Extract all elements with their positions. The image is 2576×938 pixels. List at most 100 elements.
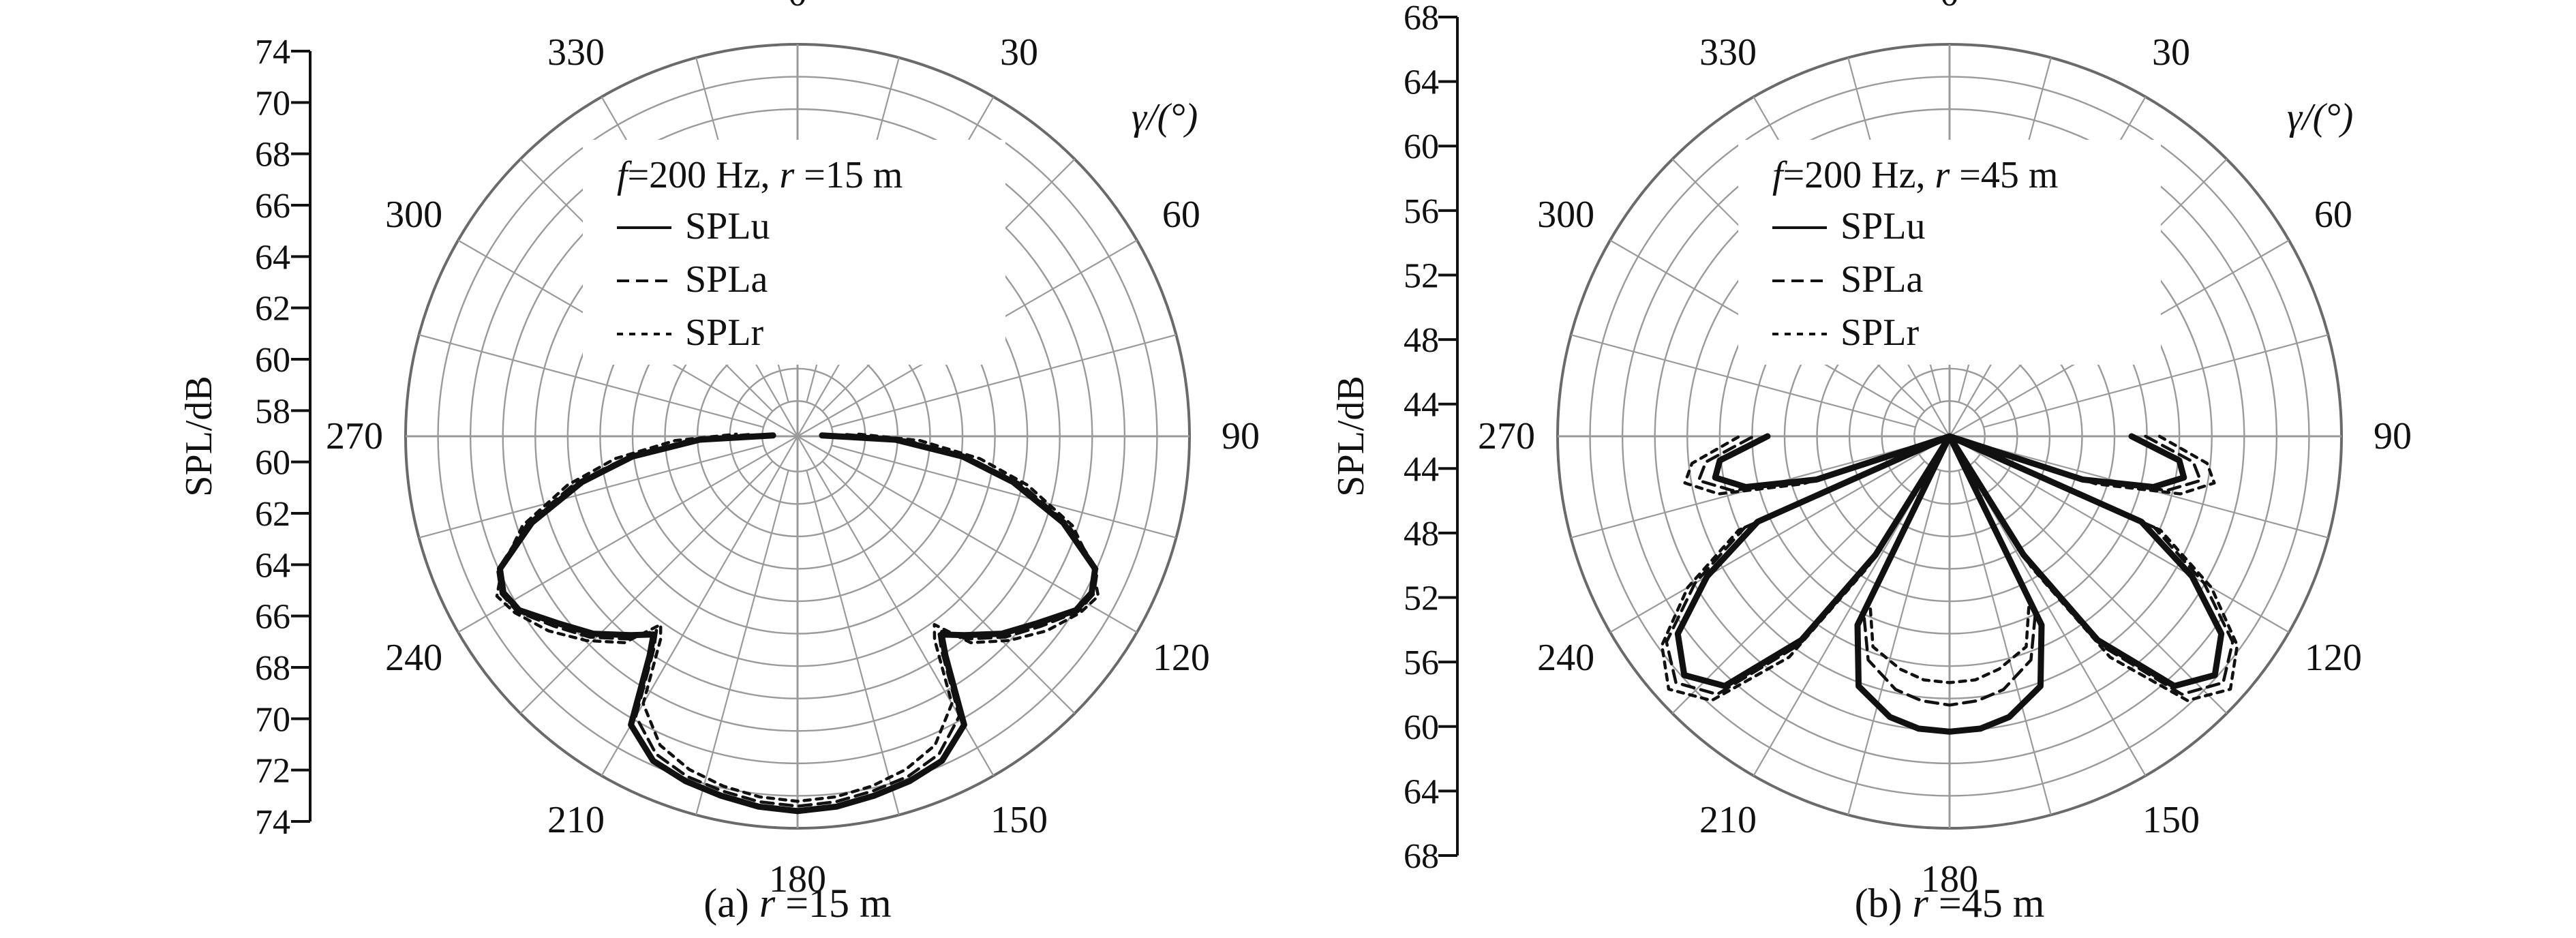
radial-tick-label: 60 (1404, 708, 1439, 747)
radial-tick-label: 68 (255, 649, 290, 688)
legend-label-splr: SPLr (685, 312, 763, 354)
angle-tick-label: 30 (2152, 31, 2190, 74)
angle-tick-label: 330 (547, 31, 605, 74)
radial-tick-label: 62 (255, 495, 290, 534)
grid-spoke (831, 444, 1177, 539)
angle-tick-label: 90 (2374, 415, 2412, 457)
radial-tick-label: 60 (1404, 127, 1439, 166)
legend-r-var: r (779, 154, 794, 196)
grid-spoke (1949, 436, 2290, 633)
angle-tick-label: 120 (2305, 637, 2362, 679)
radial-tick-label: 48 (1404, 515, 1439, 554)
radial-tick-label: 64 (1404, 772, 1439, 811)
radial-tick-label: 52 (1404, 579, 1439, 618)
caption-prefix: (a) (703, 881, 759, 926)
angle-tick-label: 60 (1162, 194, 1200, 236)
legend: f=200 Hz, r =45 m SPLu SPLa SPLr (1738, 140, 2161, 365)
panel-caption: (a) r =15 m (703, 881, 891, 926)
grid-spoke (1571, 334, 1916, 428)
radial-tick-label: 68 (255, 136, 290, 175)
radial-tick-label: 66 (255, 598, 290, 637)
radial-axis: 68 64 60 56 52 48 44 44 48 52 56 60 64 68 (1404, 0, 1459, 876)
radial-tick-label: 74 (255, 803, 290, 842)
y-axis-title: SPL/dB (178, 376, 220, 496)
angle-tick-label: 240 (385, 637, 442, 679)
radial-tick-label: 66 (255, 187, 290, 226)
series-splr-curve (495, 432, 1100, 803)
angle-tick-label: 330 (1699, 31, 1757, 74)
angle-tick-label: 0 (1940, 0, 1959, 14)
caption-var: r (1913, 881, 1929, 926)
radial-tick-label: 56 (1404, 644, 1439, 682)
legend-title: f=200 Hz, r =15 m (617, 154, 903, 196)
series-group (495, 432, 1100, 815)
grid-spoke (797, 436, 1138, 633)
grid-spoke (695, 470, 789, 815)
angle-tick-label: 30 (1000, 31, 1038, 74)
grid-spoke (1983, 334, 2329, 428)
radial-tick-label: 64 (255, 238, 290, 277)
radial-tick-label: 56 (1404, 192, 1439, 231)
angle-tick-label: 210 (547, 799, 605, 841)
legend: f=200 Hz, r =15 m SPLu SPLa SPLr (583, 140, 1005, 365)
radial-tick-label: 52 (1404, 256, 1439, 295)
angle-tick-label: 210 (1699, 799, 1757, 841)
legend-background (583, 140, 1005, 365)
legend-title: f=200 Hz, r =45 m (1772, 154, 2058, 196)
angle-tick-label: 150 (2142, 799, 2200, 841)
angle-tick-label: 180 (769, 858, 826, 901)
series-splr-curve (1660, 434, 2239, 702)
series-splu-curve (496, 432, 1099, 815)
radial-tick-label: 68 (1404, 837, 1439, 876)
radial-tick-label: 70 (255, 700, 290, 739)
grid-spoke (419, 334, 764, 428)
radial-tick-label: 60 (255, 444, 290, 483)
angle-tick-label: 270 (1478, 415, 1535, 457)
angle-tick-label: 0 (788, 0, 807, 14)
radial-tick-label: 48 (1404, 321, 1439, 360)
angle-tick-label: 90 (1222, 415, 1260, 457)
radial-tick-label: 72 (255, 752, 290, 791)
series-splu-curve (1674, 433, 2225, 735)
grid-spoke (1671, 460, 1926, 714)
radial-tick-label: 58 (255, 392, 290, 431)
legend-f-text: =200 Hz, (628, 154, 780, 196)
angle-tick-label: 240 (1537, 637, 1594, 679)
radial-tick-label: 44 (1404, 386, 1439, 425)
series-group (1660, 433, 2239, 735)
legend-label-splr: SPLr (1840, 312, 1919, 354)
grid-spoke (806, 470, 900, 815)
radial-tick-label: 60 (255, 341, 290, 380)
grid-spoke (821, 460, 1076, 714)
caption-rest: =45 m (1928, 881, 2045, 926)
radial-tick-label: 62 (255, 290, 290, 329)
angle-tick-label: 120 (1153, 637, 1210, 679)
grid-spoke (457, 436, 798, 633)
legend-r-text: =15 m (794, 154, 903, 196)
series-spla-curve (1665, 434, 2234, 707)
angle-tick-label: 300 (1537, 194, 1594, 236)
angle-axis-label: γ/(°) (1132, 96, 1198, 138)
legend-label-splu: SPLu (685, 205, 770, 247)
grid-spoke (419, 444, 764, 539)
angle-tick-label: 180 (1921, 858, 1978, 901)
legend-label-splu: SPLu (1840, 205, 1926, 247)
y-axis-title: SPL/dB (1330, 376, 1372, 496)
angle-axis-label: γ/(°) (2287, 96, 2353, 138)
grid-spoke (831, 334, 1177, 428)
caption-var: r (759, 881, 776, 926)
legend-label-spla: SPLa (685, 258, 768, 301)
grid-spoke (1958, 470, 2052, 815)
radial-tick-label: 44 (1404, 450, 1439, 489)
caption-rest: =15 m (775, 881, 892, 926)
legend-r-text: =45 m (1950, 154, 2058, 196)
angle-tick-label: 60 (2314, 194, 2352, 236)
radial-tick-label: 70 (255, 84, 290, 123)
panel-b: 0 30 60 90 120 150 180 210 240 270 300 330 γ/(°) 68 64… (1330, 0, 2412, 926)
grid-spoke (519, 460, 774, 714)
radial-axis: 74 70 68 66 64 62 60 58 60 62 64 66 68 70 72 74 (255, 33, 312, 842)
grid-spoke (1973, 460, 2228, 714)
legend-f-text: =200 Hz, (1783, 154, 1935, 196)
angle-tick-label: 150 (990, 799, 1048, 841)
